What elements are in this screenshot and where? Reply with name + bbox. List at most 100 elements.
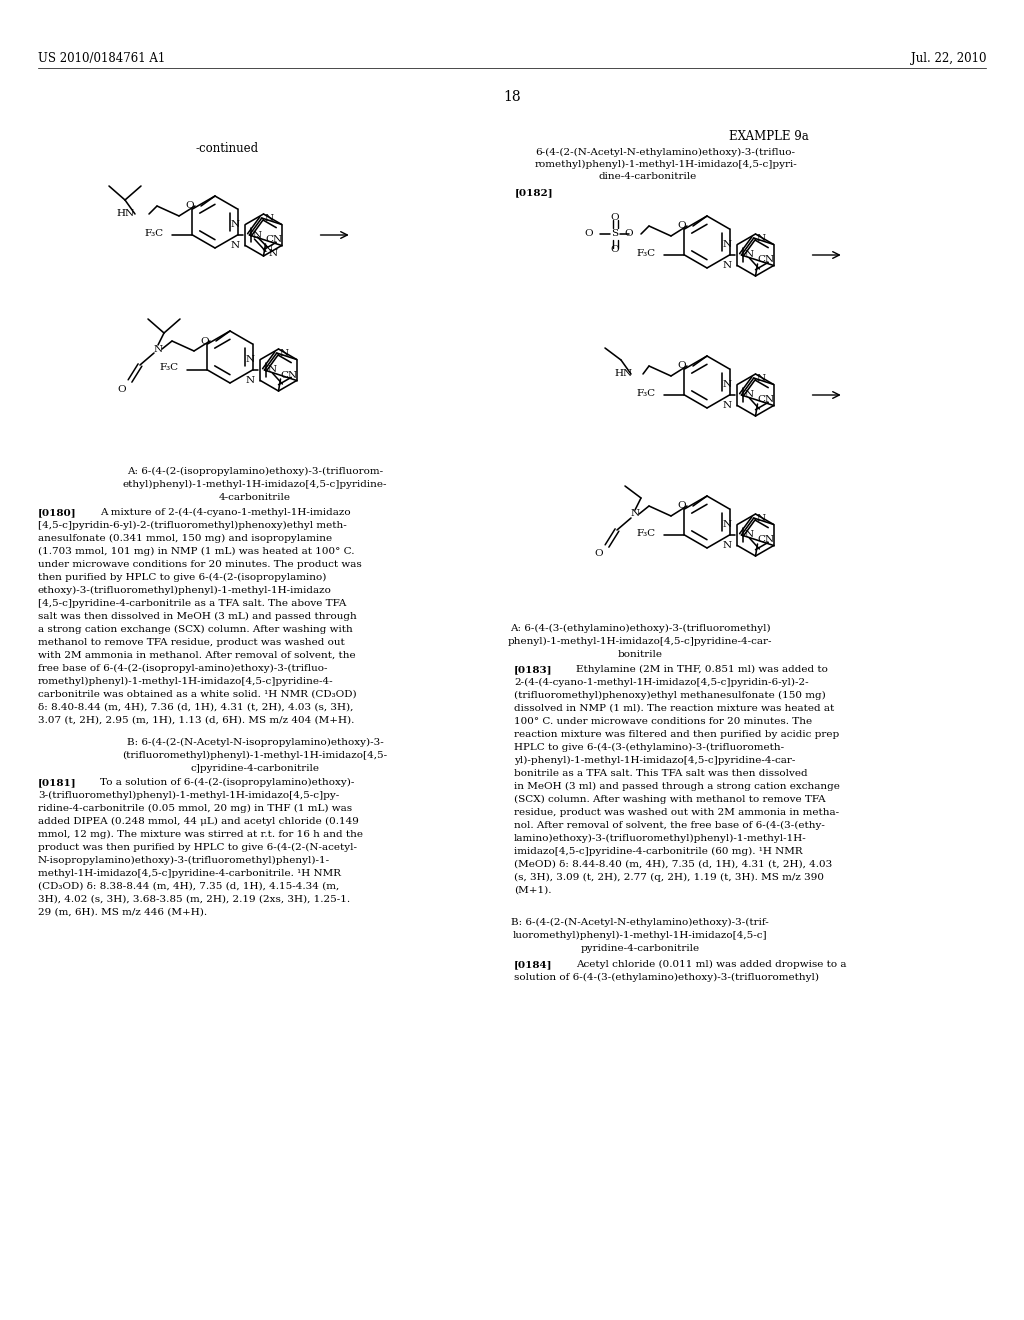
Text: O: O bbox=[625, 230, 633, 239]
Text: in MeOH (3 ml) and passed through a strong cation exchange: in MeOH (3 ml) and passed through a stro… bbox=[514, 781, 840, 791]
Text: CN: CN bbox=[758, 256, 774, 264]
Text: O: O bbox=[677, 502, 686, 511]
Text: CN: CN bbox=[265, 235, 283, 244]
Text: reaction mixture was filtered and then purified by acidic prep: reaction mixture was filtered and then p… bbox=[514, 730, 840, 739]
Text: F₃C: F₃C bbox=[637, 248, 655, 257]
Text: 3.07 (t, 2H), 2.95 (m, 1H), 1.13 (d, 6H). MS m/z 404 (M+H).: 3.07 (t, 2H), 2.95 (m, 1H), 1.13 (d, 6H)… bbox=[38, 715, 354, 725]
Text: N: N bbox=[268, 249, 278, 257]
Text: Acetyl chloride (0.011 ml) was added dropwise to a: Acetyl chloride (0.011 ml) was added dro… bbox=[575, 960, 847, 969]
Text: N: N bbox=[744, 531, 754, 540]
Text: F₃C: F₃C bbox=[637, 528, 655, 537]
Text: dine-4-carbonitrile: dine-4-carbonitrile bbox=[599, 172, 697, 181]
Text: (s, 3H), 3.09 (t, 2H), 2.77 (q, 2H), 1.19 (t, 3H). MS m/z 390: (s, 3H), 3.09 (t, 2H), 2.77 (q, 2H), 1.1… bbox=[514, 873, 824, 882]
Text: 100° C. under microwave conditions for 20 minutes. The: 100° C. under microwave conditions for 2… bbox=[514, 717, 812, 726]
Text: N: N bbox=[757, 234, 766, 243]
Text: F₃C: F₃C bbox=[144, 228, 164, 238]
Text: O: O bbox=[610, 214, 620, 223]
Text: -continued: -continued bbox=[195, 143, 258, 154]
Text: a strong cation exchange (SCX) column. After washing with: a strong cation exchange (SCX) column. A… bbox=[38, 624, 352, 634]
Text: (CD₃OD) δ: 8.38-8.44 (m, 4H), 7.35 (d, 1H), 4.15-4.34 (m,: (CD₃OD) δ: 8.38-8.44 (m, 4H), 7.35 (d, 1… bbox=[38, 882, 339, 891]
Text: B: 6-(4-(2-(N-Acetyl-N-ethylamino)ethoxy)-3-(trif-: B: 6-(4-(2-(N-Acetyl-N-ethylamino)ethoxy… bbox=[511, 917, 769, 927]
Text: with 2M ammonia in methanol. After removal of solvent, the: with 2M ammonia in methanol. After remov… bbox=[38, 651, 355, 660]
Text: N: N bbox=[154, 345, 163, 354]
Text: A: 6-(4-(2-(isopropylamino)ethoxy)-3-(trifluorom-: A: 6-(4-(2-(isopropylamino)ethoxy)-3-(tr… bbox=[127, 467, 383, 477]
Text: B: 6-(4-(2-(N-Acetyl-N-isopropylamino)ethoxy)-3-: B: 6-(4-(2-(N-Acetyl-N-isopropylamino)et… bbox=[127, 738, 383, 747]
Text: 29 (m, 6H). MS m/z 446 (M+H).: 29 (m, 6H). MS m/z 446 (M+H). bbox=[38, 908, 207, 917]
Text: yl)-phenyl)-1-methyl-1H-imidazo[4,5-c]pyridine-4-car-: yl)-phenyl)-1-methyl-1H-imidazo[4,5-c]py… bbox=[514, 756, 796, 766]
Text: N-isopropylamino)ethoxy)-3-(trifluoromethyl)phenyl)-1-: N-isopropylamino)ethoxy)-3-(trifluoromet… bbox=[38, 855, 330, 865]
Text: mmol, 12 mg). The mixture was stirred at r.t. for 16 h and the: mmol, 12 mg). The mixture was stirred at… bbox=[38, 830, 362, 840]
Text: N: N bbox=[631, 510, 640, 519]
Text: (1.703 mmol, 101 mg) in NMP (1 mL) was heated at 100° C.: (1.703 mmol, 101 mg) in NMP (1 mL) was h… bbox=[38, 546, 354, 556]
Text: [0184]: [0184] bbox=[514, 960, 553, 969]
Text: N: N bbox=[230, 242, 240, 249]
Text: (trifluoromethyl)phenyl)-1-methyl-1H-imidazo[4,5-: (trifluoromethyl)phenyl)-1-methyl-1H-imi… bbox=[123, 751, 387, 760]
Text: imidazo[4,5-c]pyridine-4-carbonitrile (60 mg). ¹H NMR: imidazo[4,5-c]pyridine-4-carbonitrile (6… bbox=[514, 847, 803, 857]
Text: N: N bbox=[722, 380, 731, 389]
Text: O: O bbox=[677, 362, 686, 371]
Text: O: O bbox=[677, 222, 686, 231]
Text: N: N bbox=[230, 220, 240, 228]
Text: N: N bbox=[252, 231, 261, 239]
Text: A: 6-(4-(3-(ethylamino)ethoxy)-3-(trifluoromethyl): A: 6-(4-(3-(ethylamino)ethoxy)-3-(triflu… bbox=[510, 624, 770, 634]
Text: N: N bbox=[245, 376, 254, 385]
Text: nol. After removal of solvent, the free base of 6-(4-(3-(ethy-: nol. After removal of solvent, the free … bbox=[514, 821, 825, 830]
Text: N: N bbox=[744, 391, 754, 400]
Text: EXAMPLE 9a: EXAMPLE 9a bbox=[729, 129, 809, 143]
Text: carbonitrile was obtained as a white solid. ¹H NMR (CD₃OD): carbonitrile was obtained as a white sol… bbox=[38, 690, 356, 700]
Text: N: N bbox=[722, 520, 731, 529]
Text: Ethylamine (2M in THF, 0.851 ml) was added to: Ethylamine (2M in THF, 0.851 ml) was add… bbox=[575, 665, 827, 675]
Text: (M+1).: (M+1). bbox=[514, 886, 552, 895]
Text: Jul. 22, 2010: Jul. 22, 2010 bbox=[910, 51, 986, 65]
Text: O: O bbox=[185, 202, 194, 210]
Text: N: N bbox=[265, 214, 273, 223]
Text: N: N bbox=[757, 513, 766, 523]
Text: ethyl)phenyl)-1-methyl-1H-imidazo[4,5-c]pyridine-: ethyl)phenyl)-1-methyl-1H-imidazo[4,5-c]… bbox=[123, 480, 387, 490]
Text: N: N bbox=[263, 246, 272, 253]
Text: N: N bbox=[722, 541, 731, 550]
Text: To a solution of 6-(4-(2-(isopropylamino)ethoxy)-: To a solution of 6-(4-(2-(isopropylamino… bbox=[100, 777, 354, 787]
Text: free base of 6-(4-(2-(isopropyl-amino)ethoxy)-3-(trifluo-: free base of 6-(4-(2-(isopropyl-amino)et… bbox=[38, 664, 328, 673]
Text: N: N bbox=[280, 348, 289, 358]
Text: bonitrile as a TFA salt. This TFA salt was then dissolved: bonitrile as a TFA salt. This TFA salt w… bbox=[514, 770, 808, 777]
Text: [0182]: [0182] bbox=[515, 187, 554, 197]
Text: CN: CN bbox=[758, 396, 774, 404]
Text: O: O bbox=[201, 337, 209, 346]
Text: romethyl)phenyl)-1-methyl-1H-imidazo[4,5-c]pyri-: romethyl)phenyl)-1-methyl-1H-imidazo[4,5… bbox=[535, 160, 798, 169]
Text: lamino)ethoxy)-3-(trifluoromethyl)phenyl)-1-methyl-1H-: lamino)ethoxy)-3-(trifluoromethyl)phenyl… bbox=[514, 834, 807, 843]
Text: (trifluoromethyl)phenoxy)ethyl methanesulfonate (150 mg): (trifluoromethyl)phenoxy)ethyl methanesu… bbox=[514, 690, 825, 700]
Text: salt was then dissolved in MeOH (3 mL) and passed through: salt was then dissolved in MeOH (3 mL) a… bbox=[38, 612, 356, 622]
Text: N: N bbox=[722, 261, 731, 271]
Text: bonitrile: bonitrile bbox=[617, 649, 663, 659]
Text: [4,5-c]pyridin-6-yl)-2-(trifluoromethyl)phenoxy)ethyl meth-: [4,5-c]pyridin-6-yl)-2-(trifluoromethyl)… bbox=[38, 521, 347, 531]
Text: N: N bbox=[757, 374, 766, 383]
Text: CN: CN bbox=[758, 536, 774, 544]
Text: HPLC to give 6-(4-(3-(ethylamino)-3-(trifluorometh-: HPLC to give 6-(4-(3-(ethylamino)-3-(tri… bbox=[514, 743, 784, 752]
Text: (MeOD) δ: 8.44-8.40 (m, 4H), 7.35 (d, 1H), 4.31 (t, 2H), 4.03: (MeOD) δ: 8.44-8.40 (m, 4H), 7.35 (d, 1H… bbox=[514, 861, 833, 869]
Text: [0180]: [0180] bbox=[38, 508, 77, 517]
Text: O: O bbox=[118, 384, 126, 393]
Text: c]pyridine-4-carbonitrile: c]pyridine-4-carbonitrile bbox=[190, 764, 319, 774]
Text: ridine-4-carbonitrile (0.05 mmol, 20 mg) in THF (1 mL) was: ridine-4-carbonitrile (0.05 mmol, 20 mg)… bbox=[38, 804, 352, 813]
Text: CN: CN bbox=[281, 371, 298, 380]
Text: N: N bbox=[722, 240, 731, 249]
Text: 3H), 4.02 (s, 3H), 3.68-3.85 (m, 2H), 2.19 (2xs, 3H), 1.25-1.: 3H), 4.02 (s, 3H), 3.68-3.85 (m, 2H), 2.… bbox=[38, 895, 350, 904]
Text: dissolved in NMP (1 ml). The reaction mixture was heated at: dissolved in NMP (1 ml). The reaction mi… bbox=[514, 704, 835, 713]
Text: under microwave conditions for 20 minutes. The product was: under microwave conditions for 20 minute… bbox=[38, 560, 361, 569]
Text: O: O bbox=[610, 246, 620, 255]
Text: HN: HN bbox=[117, 210, 135, 219]
Text: US 2010/0184761 A1: US 2010/0184761 A1 bbox=[38, 51, 165, 65]
Text: O: O bbox=[585, 230, 593, 239]
Text: [0181]: [0181] bbox=[38, 777, 77, 787]
Text: 18: 18 bbox=[503, 90, 521, 104]
Text: N: N bbox=[722, 401, 731, 411]
Text: 6-(4-(2-(N-Acetyl-N-ethylamino)ethoxy)-3-(trifluo-: 6-(4-(2-(N-Acetyl-N-ethylamino)ethoxy)-3… bbox=[535, 148, 795, 157]
Text: methyl-1H-imidazo[4,5-c]pyridine-4-carbonitrile. ¹H NMR: methyl-1H-imidazo[4,5-c]pyridine-4-carbo… bbox=[38, 869, 341, 878]
Text: solution of 6-(4-(3-(ethylamino)ethoxy)-3-(trifluoromethyl): solution of 6-(4-(3-(ethylamino)ethoxy)-… bbox=[514, 973, 819, 982]
Text: A mixture of 2-(4-(4-cyano-1-methyl-1H-imidazo: A mixture of 2-(4-(4-cyano-1-methyl-1H-i… bbox=[100, 508, 350, 517]
Text: 3-(trifluoromethyl)phenyl)-1-methyl-1H-imidazo[4,5-c]py-: 3-(trifluoromethyl)phenyl)-1-methyl-1H-i… bbox=[38, 791, 339, 800]
Text: N: N bbox=[245, 355, 254, 364]
Text: [4,5-c]pyridine-4-carbonitrile as a TFA salt. The above TFA: [4,5-c]pyridine-4-carbonitrile as a TFA … bbox=[38, 599, 346, 609]
Text: anesulfonate (0.341 mmol, 150 mg) and isopropylamine: anesulfonate (0.341 mmol, 150 mg) and is… bbox=[38, 535, 332, 543]
Text: pyridine-4-carbonitrile: pyridine-4-carbonitrile bbox=[581, 944, 699, 953]
